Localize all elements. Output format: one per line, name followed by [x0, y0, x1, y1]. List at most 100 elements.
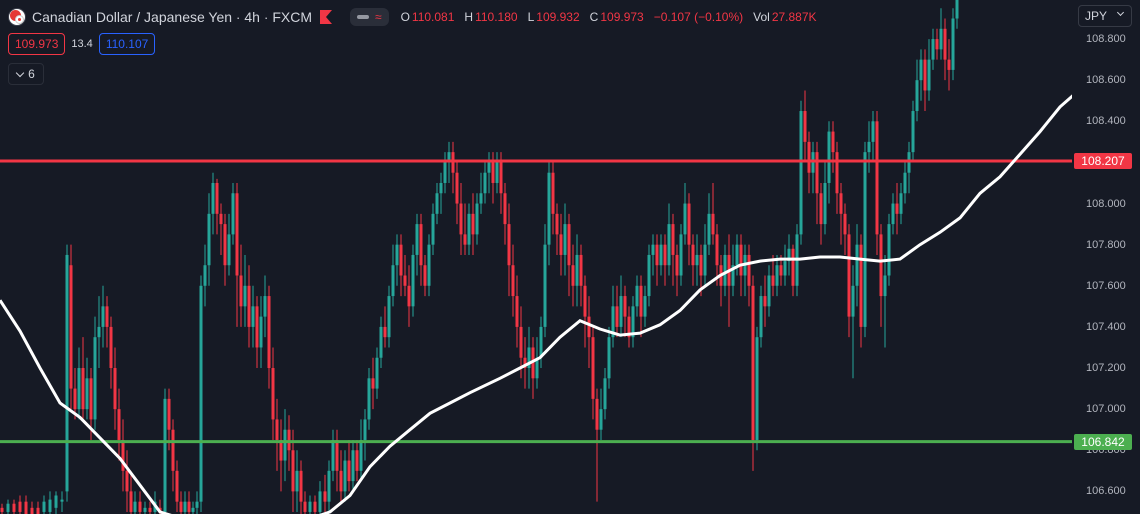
candle	[379, 316, 383, 369]
candle-body	[395, 244, 399, 266]
candle	[227, 213, 231, 276]
symbol-title[interactable]: Canadian Dollar / Japanese Yen	[32, 9, 233, 25]
candle	[415, 213, 419, 276]
candle-body	[455, 172, 459, 204]
candle-body	[359, 439, 363, 471]
low-value: 109.932	[536, 10, 580, 24]
indicator-toggle-pill[interactable]: ≈	[349, 8, 389, 26]
candle	[747, 244, 751, 307]
candle	[755, 326, 759, 451]
candle-body	[239, 275, 243, 307]
candle-body	[187, 501, 191, 512]
candle-body	[207, 213, 211, 266]
candle	[759, 285, 763, 348]
currency-selector[interactable]: JPY	[1078, 5, 1132, 27]
candle	[183, 491, 187, 514]
candle	[101, 285, 105, 348]
candle-body	[663, 244, 667, 266]
candle-body	[143, 507, 147, 512]
candle	[927, 39, 931, 101]
candle-body	[85, 378, 89, 410]
wave-icon[interactable]: ≈	[374, 10, 382, 24]
candle-body	[255, 306, 259, 348]
candle	[24, 495, 28, 514]
candle-body	[575, 254, 579, 286]
candle-body	[219, 213, 223, 225]
candle-body	[803, 111, 807, 142]
candle-body	[383, 326, 387, 338]
interval-label[interactable]: 4h	[244, 9, 260, 25]
candle	[171, 419, 175, 492]
flag-marker-icon[interactable]	[319, 10, 332, 24]
indicators-collapse-button[interactable]: 6	[8, 63, 44, 85]
close-key: C	[589, 10, 599, 24]
candle	[527, 326, 531, 389]
candle-body	[871, 121, 875, 142]
candle-body	[755, 337, 759, 440]
candle	[539, 316, 543, 369]
candle	[811, 141, 815, 194]
candle	[683, 182, 687, 245]
candle-body	[299, 470, 303, 502]
bid-price-box[interactable]: 109.973	[8, 33, 66, 55]
candle-body	[639, 285, 643, 317]
candle-body	[539, 326, 543, 358]
candle-body	[911, 111, 915, 153]
candle	[18, 495, 22, 514]
candle	[271, 347, 275, 440]
candle	[719, 254, 723, 307]
candle-body	[659, 244, 663, 266]
candle-body	[459, 203, 463, 235]
symbol-header: Canadian Dollar / Japanese Yen · 4h · FX…	[8, 6, 817, 28]
candle	[195, 491, 199, 514]
candle-body	[471, 213, 475, 235]
candle	[211, 172, 215, 235]
candle	[671, 213, 675, 286]
candle	[219, 203, 223, 255]
price-tick: 107.400	[1086, 320, 1126, 333]
candle	[339, 450, 343, 502]
candle-body	[211, 182, 215, 214]
candle	[483, 162, 487, 204]
candle	[163, 388, 167, 514]
candle	[715, 224, 719, 286]
candle-body	[105, 306, 109, 327]
candle-body	[523, 357, 527, 369]
candle-body	[735, 244, 739, 266]
candle-body	[275, 419, 279, 440]
candle-body	[775, 265, 779, 286]
candle	[121, 419, 125, 492]
candle-body	[571, 265, 575, 286]
candle	[583, 275, 587, 348]
candle	[435, 182, 439, 225]
candle	[85, 357, 89, 420]
candle-body	[699, 254, 703, 276]
candle-body	[313, 501, 317, 512]
candle-body	[148, 507, 152, 512]
eye-icon[interactable]	[356, 15, 369, 19]
ask-price-box[interactable]: 110.107	[98, 33, 156, 55]
candle-body	[117, 409, 121, 440]
candle-body	[627, 316, 631, 338]
candle	[6, 499, 10, 514]
candle	[863, 141, 867, 338]
candle	[651, 234, 655, 276]
candle	[763, 275, 767, 327]
price-chart[interactable]	[0, 0, 1072, 514]
candle-body	[619, 296, 623, 327]
candle-body	[527, 347, 531, 369]
price-axis[interactable]	[1072, 0, 1140, 514]
candle-body	[355, 450, 359, 471]
spread-value: 13.4	[71, 38, 93, 50]
candle	[783, 244, 787, 286]
candle-body	[101, 306, 105, 327]
candle	[647, 244, 651, 307]
candle-body	[551, 172, 555, 214]
candle	[463, 203, 467, 255]
candle	[471, 193, 475, 255]
candle-body	[267, 296, 271, 369]
candle-body	[65, 254, 69, 492]
candle	[579, 244, 583, 307]
candle	[263, 275, 267, 338]
candle-body	[259, 316, 263, 348]
